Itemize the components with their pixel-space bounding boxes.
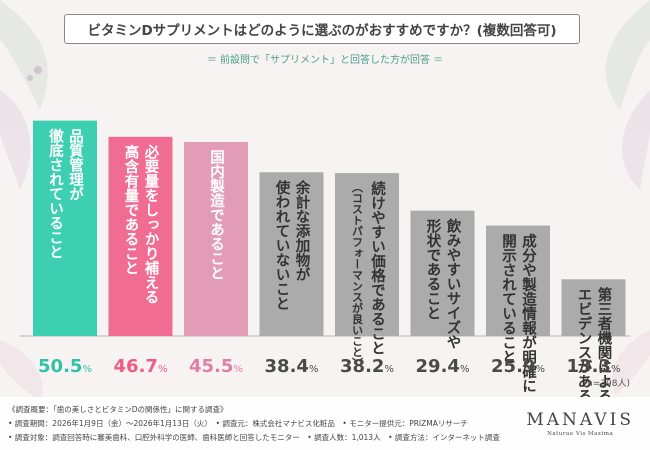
bar-value-label: 13.3% — [567, 356, 621, 377]
bar-category-label: 徹底されていること — [47, 127, 64, 259]
bar-value-label: 38.2% — [340, 356, 394, 377]
survey-notes: 《調査概要：「歯の美しさとビタミンDの関係性」に関する調査》 • 調査期間：20… — [0, 397, 650, 450]
bar-category-label: 開示されていること — [500, 233, 516, 364]
bar — [33, 120, 97, 337]
bar-group: 国内製造であること 45.5% — [184, 141, 248, 377]
bar-category-label: エビデンスがあること — [576, 287, 592, 397]
bar-category-label: 使われていないこと — [274, 179, 291, 311]
bar — [335, 173, 399, 336]
bar — [108, 136, 173, 336]
chart-subtitle: ＝ 前設問で「サプリメント」と回答した方が回答 ＝ — [206, 55, 444, 66]
bar-category-label: 成分や製造情報が明確に — [520, 232, 537, 393]
chart-title: ビタミンDサプリメントはどのように選ぶのがおすすめですか？(複数回答可) — [64, 14, 580, 44]
bar-category-label: 高含有量であること — [123, 144, 139, 276]
bar-category-label: （コストパフォーマンスが良いこと） — [351, 181, 365, 368]
sample-size-label: (n=398人) — [583, 379, 630, 389]
bar-value-label: 46.7% — [114, 356, 168, 377]
bar — [486, 225, 550, 336]
bar-value-label: 38.4% — [265, 356, 319, 377]
bar-value-label: 50.5% — [38, 356, 92, 377]
bar — [410, 210, 475, 336]
bar-category-label: 国内製造であること — [208, 150, 225, 281]
bar-category-label: 形状であること — [425, 217, 441, 320]
survey-note-3: • 調査対象：調査回答時に審美歯科、口腔外科学の医師、歯科医師と回答したモニター… — [8, 433, 500, 442]
bar — [184, 141, 248, 336]
bar — [561, 279, 626, 336]
bar-value-label: 25.9% — [491, 356, 545, 377]
brand-tagline: Naturae Vis Maxima — [547, 431, 614, 437]
bar-category-label: 必要量をしっかり補える — [143, 144, 160, 305]
bar-category-label: 余計な添加物が — [294, 179, 311, 282]
bar-category-label: 品質管理が — [67, 128, 83, 201]
bar-category-label: 飲みやすいサイズや — [445, 217, 462, 349]
bar-category-label: 第三者機関による試験や — [596, 286, 612, 397]
bar-value-label: 45.5% — [189, 356, 243, 377]
brand-name: MANAVIS — [526, 410, 634, 430]
bar-category-label: 続けやすい価格であること — [369, 180, 386, 356]
bar — [259, 172, 324, 336]
bar-group: 続けやすい価格であること （コストパフォーマンスが良いこと）38.2% — [335, 173, 399, 377]
survey-note-1: 《調査概要：「歯の美しさとビタミンDの関係性」に関する調査》 — [8, 405, 228, 414]
bar-value-label: 29.4% — [416, 356, 470, 377]
brand-logo: MANAVIS Naturae Vis Maxima — [526, 410, 634, 437]
survey-note-2: • 調査期間：2026年1月9日（金）〜2026年1月13日（火） • 調査元：… — [8, 419, 468, 428]
